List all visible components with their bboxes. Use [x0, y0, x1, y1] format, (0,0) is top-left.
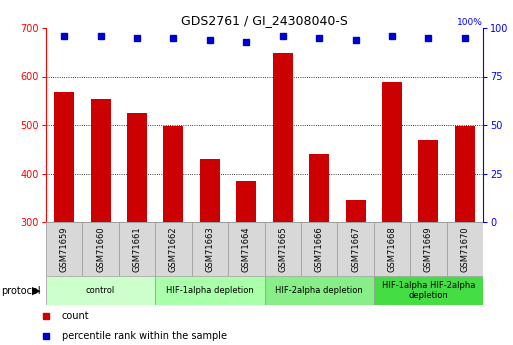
Text: HIF-2alpha depletion: HIF-2alpha depletion	[275, 286, 363, 295]
Bar	[54, 92, 74, 222]
Text: ▶: ▶	[32, 286, 41, 296]
Text: GSM71670: GSM71670	[460, 226, 469, 272]
Text: GSM71661: GSM71661	[132, 226, 142, 272]
Text: GSM71666: GSM71666	[314, 226, 324, 272]
Text: GSM71660: GSM71660	[96, 226, 105, 272]
Text: GSM71667: GSM71667	[351, 226, 360, 272]
Bar	[119, 222, 155, 276]
Text: percentile rank within the sample: percentile rank within the sample	[62, 331, 227, 341]
Title: GDS2761 / GI_24308040-S: GDS2761 / GI_24308040-S	[181, 14, 348, 27]
Bar	[236, 181, 256, 222]
Bar	[192, 222, 228, 276]
Bar	[273, 53, 293, 222]
Bar	[155, 276, 265, 305]
Text: HIF-1alpha HIF-2alpha
depletion: HIF-1alpha HIF-2alpha depletion	[382, 281, 475, 300]
Bar	[265, 222, 301, 276]
Text: 100%: 100%	[457, 18, 483, 27]
Bar	[374, 222, 410, 276]
Bar	[46, 276, 155, 305]
Bar	[455, 127, 475, 222]
Text: GSM71668: GSM71668	[387, 226, 397, 272]
Bar	[164, 126, 184, 222]
Bar	[155, 222, 192, 276]
Text: GSM71664: GSM71664	[242, 226, 251, 272]
Text: GSM71665: GSM71665	[278, 226, 287, 272]
Bar	[228, 222, 265, 276]
Text: GSM71662: GSM71662	[169, 226, 178, 272]
Bar	[374, 276, 483, 305]
Text: GSM71663: GSM71663	[205, 226, 214, 272]
Bar	[46, 222, 83, 276]
Bar	[200, 159, 220, 222]
Bar	[265, 276, 374, 305]
Text: protocol: protocol	[1, 286, 41, 296]
Text: HIF-1alpha depletion: HIF-1alpha depletion	[166, 286, 254, 295]
Bar	[91, 99, 111, 222]
Text: control: control	[86, 286, 115, 295]
Bar	[301, 222, 338, 276]
Bar	[410, 222, 447, 276]
Text: GSM71659: GSM71659	[60, 226, 69, 272]
Text: GSM71669: GSM71669	[424, 226, 433, 272]
Bar	[309, 154, 329, 222]
Bar	[338, 222, 374, 276]
Bar	[346, 200, 366, 222]
Bar	[419, 140, 439, 222]
Bar	[447, 222, 483, 276]
Bar	[83, 222, 119, 276]
Bar	[382, 82, 402, 222]
Bar	[127, 113, 147, 222]
Text: count: count	[62, 311, 89, 321]
